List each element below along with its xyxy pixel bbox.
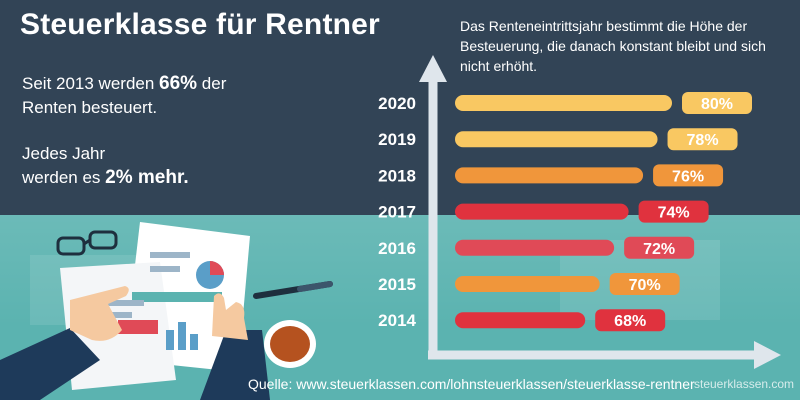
intro-text: Seit 2013 werden [22, 74, 160, 93]
bar-2015 [455, 276, 600, 292]
source-link[interactable]: Quelle: www.steuerklassen.com/lohnsteuer… [248, 376, 695, 392]
tick-label-2017: 2017 [378, 203, 416, 222]
tick-label-2016: 2016 [378, 239, 416, 258]
watermark: steuerklassen.com [694, 377, 795, 391]
intro-line-1: Seit 2013 werden 66% der [22, 72, 226, 96]
left-hand-icon [0, 286, 129, 400]
value-pill-2014 [595, 309, 666, 332]
right-hand-icon [200, 293, 270, 400]
page-title: Steuerklasse für Rentner [20, 8, 380, 41]
pen-icon [253, 281, 333, 299]
bar-2018 [455, 167, 644, 184]
coffee-cup-icon [264, 320, 316, 368]
bar-2014 [455, 312, 586, 329]
intro-text: der [197, 74, 227, 93]
data-label-2018: 76% [672, 168, 704, 185]
data-label-2019: 78% [687, 132, 719, 149]
bar-2019 [455, 131, 658, 148]
explanation-note: Das Renteneintrittsjahr bestimmt die Höh… [460, 18, 766, 74]
value-pill-2017 [638, 200, 709, 223]
value-pill-2016 [624, 236, 695, 259]
intro-line-3: Jedes Jahr [22, 144, 106, 163]
value-pill-2020 [682, 92, 752, 114]
x-axis-arrow-icon [754, 341, 781, 369]
bar-2017 [455, 203, 629, 220]
bar-2016 [455, 239, 615, 256]
data-label-2014: 68% [614, 313, 646, 330]
data-label-2017: 74% [658, 205, 690, 222]
y-axis-arrow-icon [419, 55, 447, 82]
value-pill-2018 [653, 164, 724, 187]
data-label-2015: 70% [629, 277, 661, 294]
intro-highlight-66: 66% [159, 73, 198, 94]
intro-text: werden es [22, 168, 106, 187]
intro-highlight-2pct: 2% mehr. [105, 167, 189, 188]
desk-illustration [0, 222, 333, 400]
tick-label-2020: 2020 [378, 94, 416, 113]
intro-line-2: Renten besteuert. [22, 98, 158, 117]
tick-label-2015: 2015 [378, 275, 416, 294]
bar-series: 2020 80% 2019 78% 2018 76% 2017 74% 2016 72% 2015 7… [378, 92, 752, 332]
chart-axes [419, 55, 781, 369]
value-pill-2015 [609, 273, 680, 295]
data-label-2020: 80% [701, 96, 733, 113]
value-pill-2019 [667, 128, 738, 151]
tick-label-2019: 2019 [378, 130, 416, 149]
glasses-icon [56, 230, 118, 256]
intro-line-4: werden es 2% mehr. [22, 166, 189, 190]
bar-2020 [455, 95, 672, 111]
tick-label-2018: 2018 [378, 166, 416, 185]
data-label-2016: 72% [643, 241, 675, 258]
tick-label-2014: 2014 [378, 311, 416, 330]
